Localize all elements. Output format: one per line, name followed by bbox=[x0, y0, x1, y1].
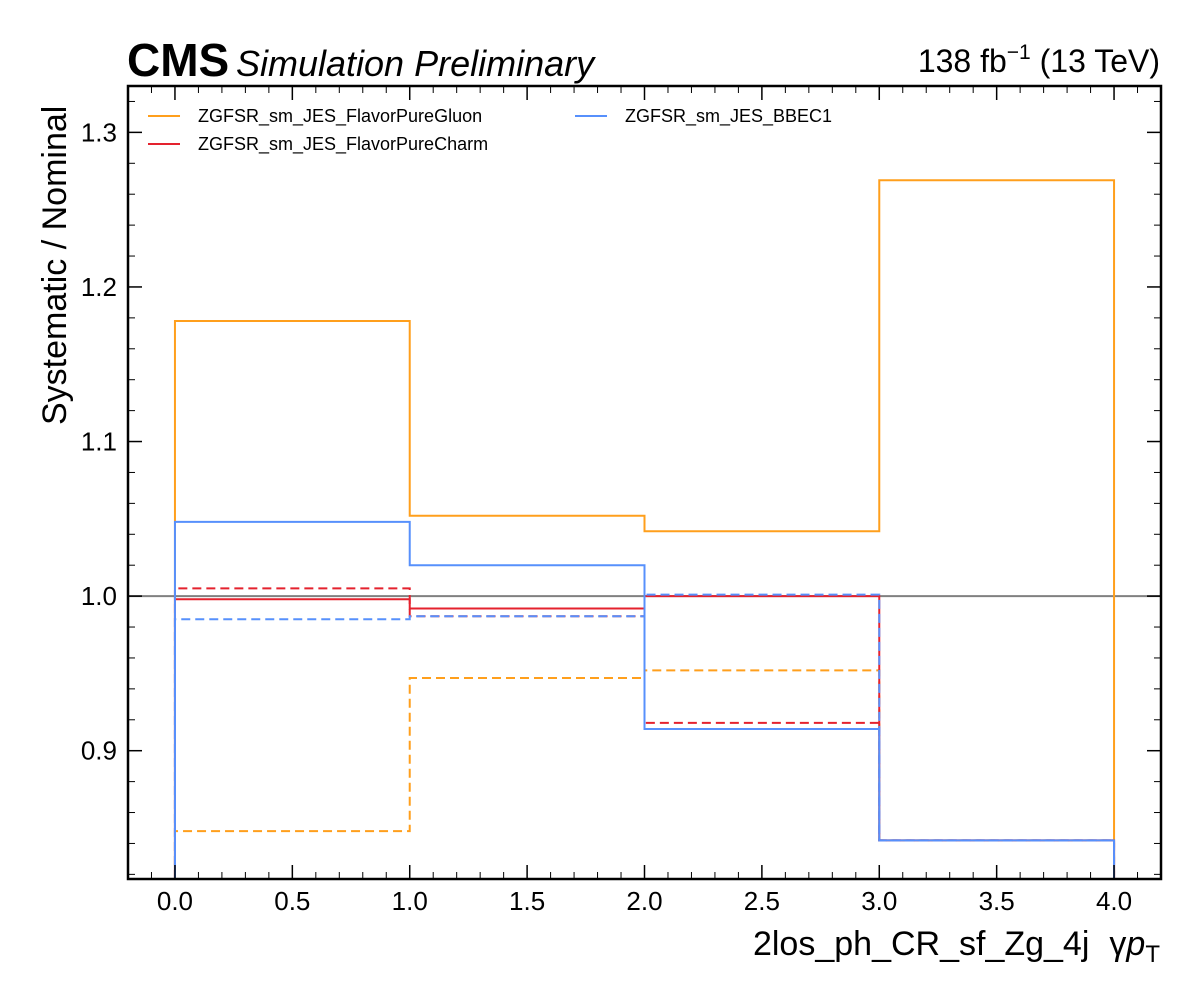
y-tick-label: 1.2 bbox=[81, 272, 117, 302]
x-tick-label: 0.5 bbox=[274, 886, 310, 916]
legend: ZGFSR_sm_JES_FlavorPureGluon ZGFSR_sm_JES… bbox=[148, 106, 832, 155]
legend-label: ZGFSR_sm_JES_BBEC1 bbox=[625, 106, 832, 127]
x-tick-label: 2.0 bbox=[626, 886, 662, 916]
legend-label: ZGFSR_sm_JES_FlavorPureCharm bbox=[198, 134, 488, 155]
legend-label: ZGFSR_sm_JES_FlavorPureGluon bbox=[198, 106, 482, 127]
luminosity-label: 138 fb−1 (13 TeV) bbox=[918, 41, 1160, 79]
cms-label: CMS bbox=[127, 34, 229, 86]
y-tick-label: 1.3 bbox=[81, 117, 117, 147]
series-down-5 bbox=[173, 593, 1116, 879]
y-tick-label: 1.0 bbox=[81, 581, 117, 611]
x-tick-label: 2.5 bbox=[744, 886, 780, 916]
y-axis-title: Systematic / Nominal bbox=[36, 106, 74, 425]
x-tick-label: 0.0 bbox=[157, 886, 193, 916]
x-axis-title: 2los_ph_CR_sf_Zg_4j γpT bbox=[753, 925, 1160, 968]
plot-area bbox=[126, 84, 1163, 881]
x-tick-label: 1.5 bbox=[509, 886, 545, 916]
series-up-0 bbox=[173, 179, 1116, 879]
plot-frame bbox=[126, 84, 1163, 881]
x-tick-label: 4.0 bbox=[1096, 886, 1132, 916]
x-tick-label: 1.0 bbox=[392, 886, 428, 916]
simulation-preliminary-label: Simulation Preliminary bbox=[236, 43, 596, 84]
y-tick-label: 1.1 bbox=[81, 427, 117, 457]
x-tick-label: 3.0 bbox=[861, 886, 897, 916]
x-tick-label: 3.5 bbox=[979, 886, 1015, 916]
y-tick-label: 0.9 bbox=[81, 736, 117, 766]
series-up-4 bbox=[173, 520, 1116, 879]
